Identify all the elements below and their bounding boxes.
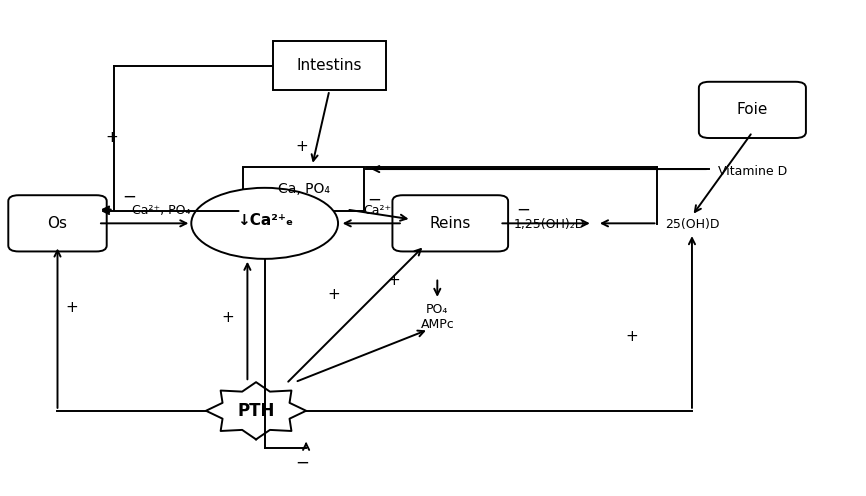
FancyBboxPatch shape [699,82,806,138]
Text: −: − [367,190,381,209]
Text: Foie: Foie [737,102,768,118]
Text: Ca²⁺, PO₄: Ca²⁺, PO₄ [132,204,191,217]
Text: PO₄
AMPc: PO₄ AMPc [420,303,454,331]
Bar [243,167,364,211]
Text: Vitamine D: Vitamine D [718,165,787,178]
Text: +: + [106,129,119,144]
Text: Intestins: Intestins [297,58,362,73]
Text: −: − [517,200,531,219]
Text: Ca, PO₄: Ca, PO₄ [277,182,330,196]
Text: +: + [295,139,308,154]
Ellipse shape [191,188,338,259]
Text: ↓Ca²⁺ₑ: ↓Ca²⁺ₑ [236,213,293,228]
Text: +: + [66,300,79,314]
Text: 25(OH)D: 25(OH)D [665,218,720,231]
Text: Os: Os [48,216,68,231]
Text: Ca²⁺: Ca²⁺ [363,204,391,217]
Bar [274,41,385,90]
Text: −: − [294,453,308,472]
FancyBboxPatch shape [9,195,107,251]
Text: +: + [221,310,234,324]
Polygon shape [206,382,306,439]
Text: +: + [625,329,638,344]
FancyBboxPatch shape [392,195,508,251]
Text: PTH: PTH [237,402,275,420]
Text: −: − [122,187,136,205]
Text: 1,25(OH)₂D: 1,25(OH)₂D [514,218,585,231]
Text: +: + [388,273,401,288]
Text: +: + [327,287,340,303]
Text: Reins: Reins [430,216,471,231]
